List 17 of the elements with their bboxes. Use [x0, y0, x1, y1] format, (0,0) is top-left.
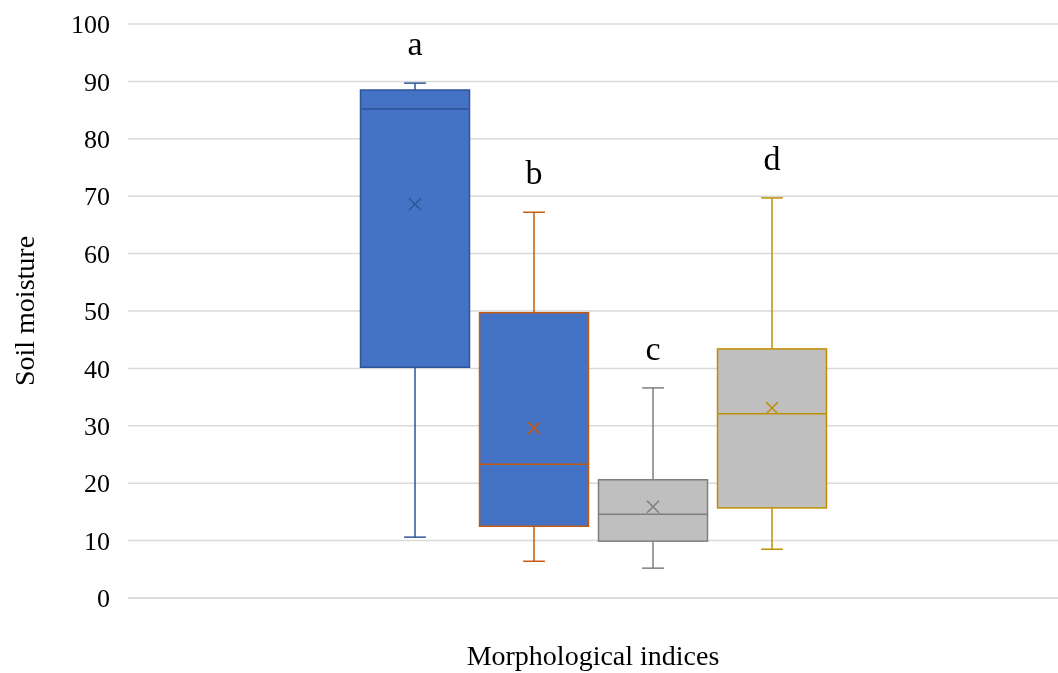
- y-axis-title: Soil moisture: [8, 235, 40, 387]
- y-tick-label: 70: [84, 182, 110, 212]
- y-tick-label: 30: [84, 412, 110, 442]
- y-tick-label: 90: [84, 67, 110, 97]
- y-tick-label: 50: [84, 297, 110, 327]
- annotation: d: [763, 139, 781, 177]
- y-tick-label: 10: [84, 526, 110, 556]
- y-tick-label: 100: [71, 10, 110, 40]
- y-tick-label: 80: [84, 125, 110, 155]
- y-tick-label: 60: [84, 239, 110, 269]
- y-tick-label: 40: [84, 354, 110, 384]
- y-tick-label: 20: [84, 469, 110, 499]
- x-axis-title: Morphological indices: [466, 640, 720, 671]
- annotation: c: [645, 329, 661, 367]
- annotation: a: [407, 24, 423, 62]
- y-tick-label: 0: [97, 584, 110, 614]
- annotation: b: [525, 154, 543, 192]
